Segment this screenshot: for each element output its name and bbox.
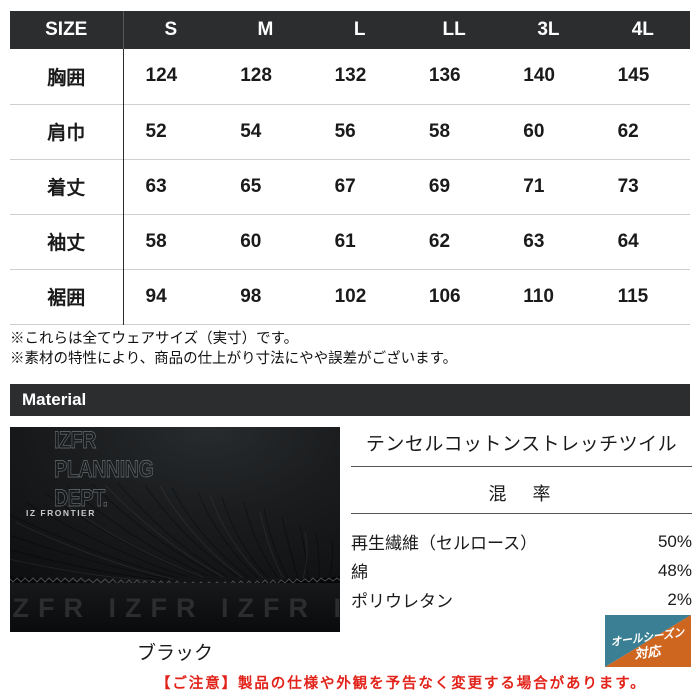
svg-text:IZFR IZFR IZFR IZFR: IZFR IZFR IZFR IZFR IZFR [10, 593, 340, 623]
